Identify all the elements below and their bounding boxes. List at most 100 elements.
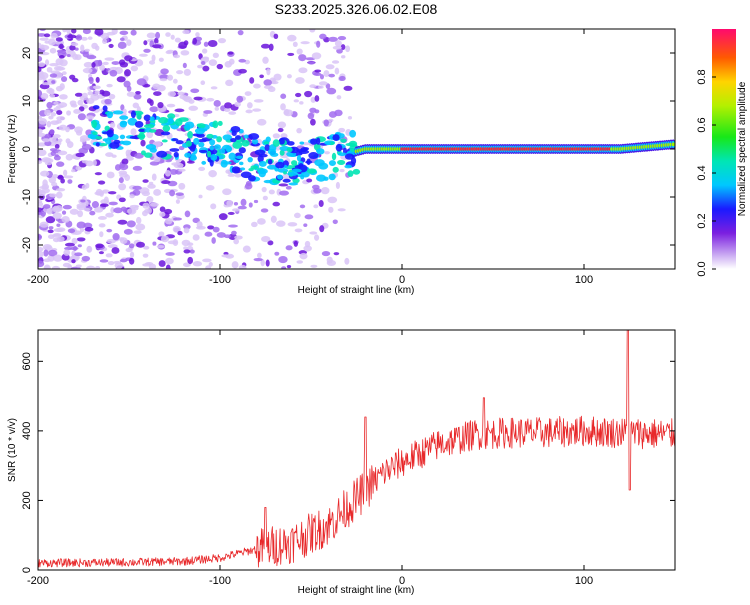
- heatmap-cell: [310, 264, 318, 268]
- heatmap-cell: [263, 79, 272, 86]
- heatmap-cell: [76, 203, 86, 209]
- heatmap-cell: [179, 94, 188, 100]
- heatmap-cell: [65, 153, 74, 161]
- heatmap-cell: [112, 233, 120, 241]
- heatmap-cell: [49, 94, 56, 98]
- heatmap-cell: [313, 72, 322, 76]
- heatmap-cell: [148, 181, 154, 185]
- heatmap-cell: [57, 175, 65, 180]
- heatmap-cell: [143, 152, 153, 158]
- heatmap-cell: [287, 52, 295, 56]
- colorbar-tick-label: 0.4: [696, 165, 708, 180]
- heatmap-cell: [156, 244, 165, 249]
- heatmap-cell: [105, 152, 114, 157]
- heatmap-cell: [41, 157, 52, 163]
- colorbar: 0.0 0.2 0.4 0.6 0.8 Normalized spectral ampl…: [696, 29, 748, 277]
- heatmap-cell: [207, 40, 218, 47]
- heatmap-cell: [149, 60, 156, 65]
- heatmap-cell: [234, 235, 243, 240]
- heatmap-cell: [55, 58, 64, 66]
- heatmap-cell: [279, 149, 285, 156]
- heatmap-cell: [172, 239, 179, 246]
- heatmap-cell: [189, 249, 195, 254]
- heatmap-cell: [167, 117, 174, 125]
- heatmap-cell: [278, 137, 285, 145]
- heatmap-cell: [173, 54, 181, 59]
- heatmap-cell: [205, 185, 215, 191]
- heatmap-cell: [294, 212, 301, 219]
- heatmap-cell: [72, 53, 79, 60]
- heatmap-cell: [106, 238, 116, 244]
- heatmap-cell: [227, 51, 234, 55]
- heatmap-cell: [61, 210, 67, 215]
- heatmap-cell: [217, 120, 223, 127]
- heatmap-cell: [190, 88, 200, 94]
- heatmap-cell: [252, 108, 262, 112]
- heatmap-cell: [303, 245, 312, 252]
- heatmap-cell: [82, 29, 91, 35]
- heatmap-cell: [228, 152, 236, 161]
- heatmap-cell: [138, 128, 147, 132]
- snr-x-tick-label: -200: [27, 575, 49, 587]
- heatmap-cell: [204, 231, 213, 237]
- heatmap-cell: [275, 161, 285, 169]
- heatmap-cell: [54, 144, 60, 149]
- heatmap-cell: [149, 106, 159, 113]
- heatmap-cell: [92, 159, 97, 166]
- heatmap-cell: [128, 257, 135, 265]
- heatmap-cell: [208, 261, 213, 267]
- heatmap-cell: [74, 252, 83, 257]
- heatmap-cell: [95, 243, 104, 249]
- heatmap-cell: [48, 38, 56, 46]
- heatmap-cell: [113, 207, 123, 214]
- heatmap-cell: [304, 240, 311, 248]
- heatmap-cell: [121, 158, 129, 165]
- heatmap-cell: [174, 108, 185, 113]
- heatmap-y-tick-label: 0: [21, 146, 33, 152]
- heatmap-cell: [185, 123, 191, 131]
- heatmap-cell: [86, 245, 92, 253]
- heatmap-cell: [135, 223, 146, 231]
- heatmap-cell: [326, 87, 337, 95]
- heatmap-cell: [91, 42, 98, 50]
- heatmap-cell: [92, 85, 101, 90]
- heatmap-cell: [112, 110, 124, 115]
- heatmap-cell: [237, 205, 247, 210]
- heatmap-cell: [209, 145, 215, 151]
- heatmap-cell: [51, 80, 56, 84]
- heatmap-cell: [336, 95, 342, 100]
- heatmap-cell: [225, 79, 234, 87]
- heatmap-cell: [337, 159, 346, 166]
- heatmap-cell: [38, 246, 44, 252]
- heatmap-cell: [187, 130, 194, 139]
- heatmap-cell: [55, 191, 63, 199]
- heatmap-cell: [253, 99, 264, 103]
- heatmap-cell: [53, 155, 61, 161]
- heatmap-cell: [239, 161, 244, 166]
- heatmap-cell: [231, 230, 237, 236]
- heatmap-cell: [46, 120, 52, 128]
- heatmap-cell: [71, 237, 78, 245]
- heatmap-cell: [177, 230, 183, 236]
- heatmap-cell: [309, 84, 317, 89]
- heatmap-cell: [111, 29, 118, 35]
- heatmap-cell: [207, 150, 212, 158]
- heatmap-cell: [108, 191, 117, 195]
- heatmap-cell: [304, 214, 314, 220]
- heatmap-cell: [337, 208, 346, 212]
- heatmap-cell: [116, 76, 126, 83]
- heatmap-cell: [253, 199, 259, 204]
- heatmap-cell: [298, 54, 307, 62]
- heatmap-cell: [56, 227, 66, 232]
- heatmap-cell: [83, 207, 91, 212]
- heatmap-cell: [46, 101, 53, 109]
- heatmap-cell: [287, 222, 298, 227]
- heatmap-cell: [164, 159, 172, 163]
- heatmap-cell: [193, 96, 203, 101]
- heatmap-cell: [75, 264, 82, 268]
- heatmap-cell: [176, 70, 184, 75]
- heatmap-cell: [126, 39, 132, 46]
- heatmap-cell: [328, 73, 335, 78]
- colorbar-tick-label: 0.2: [696, 213, 708, 228]
